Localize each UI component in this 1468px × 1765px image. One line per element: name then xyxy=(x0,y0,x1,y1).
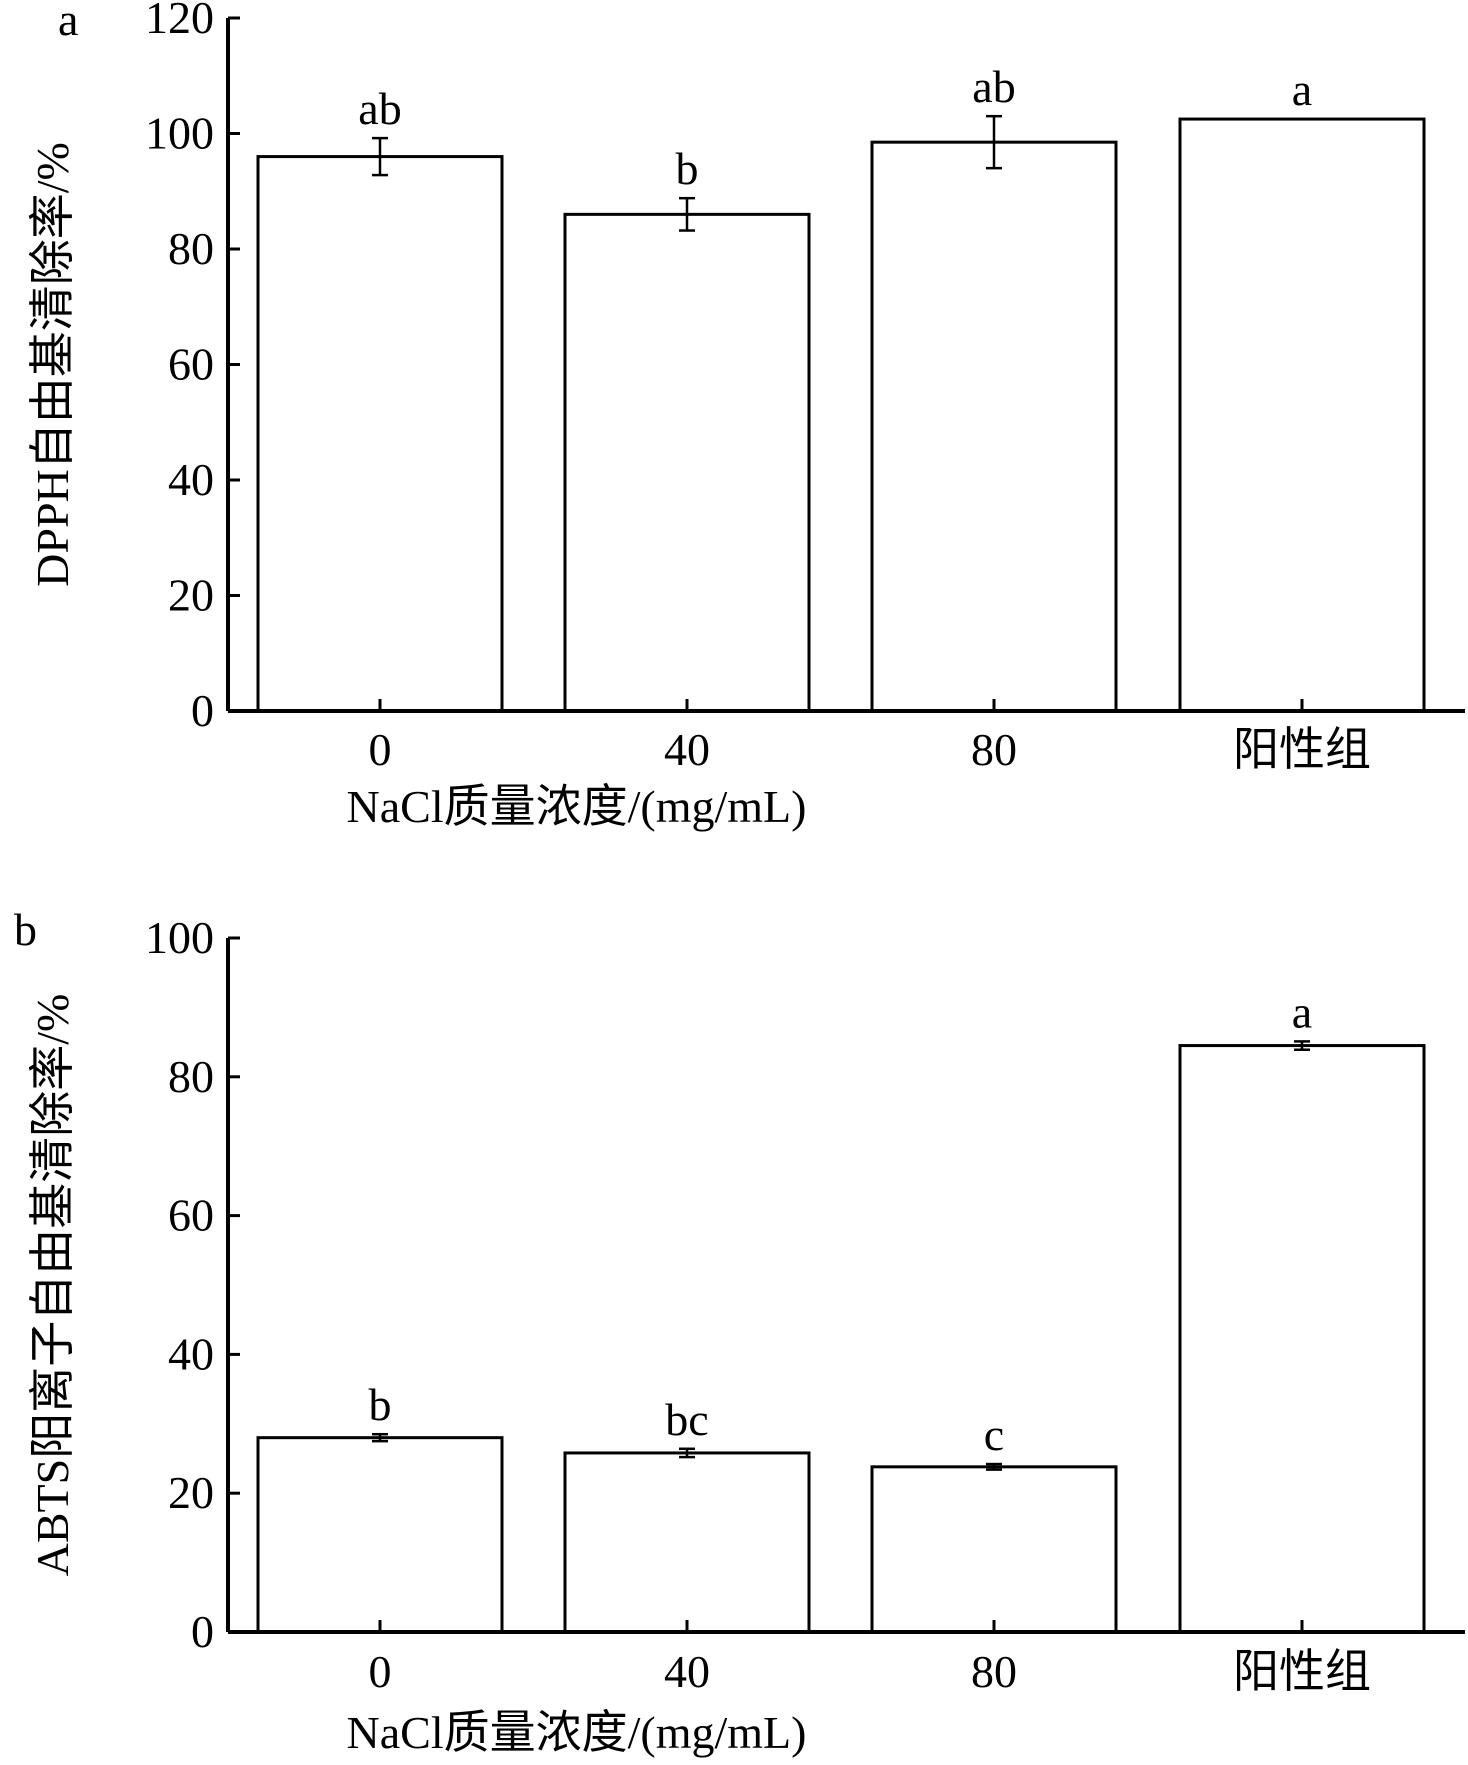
significance-label-3: a xyxy=(1292,986,1312,1037)
significance-label-0: ab xyxy=(358,83,401,134)
y-axis-label: ABTS阳离子自由基清除率/% xyxy=(27,994,78,1577)
chart-panel-a: ab b ab a 0 20 40 60 80 100 120 0 40 80 阳性组 NaCl质量浓度/(m… xyxy=(27,0,1465,832)
panel-label: b xyxy=(14,904,37,955)
y-axis-label: DPPH自由基清除率/% xyxy=(27,142,78,587)
x-tick-label-0: 0 xyxy=(369,1646,392,1697)
y-tick-label-1: 20 xyxy=(168,1467,214,1518)
chart-panel-b: b bc c a 0 20 40 60 80 100 0 40 80 阳性组 NaCl质量浓度/(mg/mL… xyxy=(14,904,1465,1758)
bar-3 xyxy=(1178,117,1426,713)
bar-2 xyxy=(870,140,1118,713)
significance-label-1: bc xyxy=(665,1394,708,1445)
y-tick-label-1: 20 xyxy=(168,570,214,621)
bar-1 xyxy=(563,1451,811,1634)
panel-label: a xyxy=(58,0,78,45)
bar-0 xyxy=(256,1436,504,1634)
significance-label-2: ab xyxy=(972,61,1015,112)
y-tick-label-4: 80 xyxy=(168,223,214,274)
y-tick-label-5: 100 xyxy=(145,912,214,963)
x-tick-label-3: 阳性组 xyxy=(1233,1646,1371,1697)
x-tick-label-0: 0 xyxy=(369,724,392,775)
bar-3 xyxy=(1178,1044,1426,1634)
y-tick-label-5: 100 xyxy=(145,108,214,159)
y-tick-label-6: 120 xyxy=(145,0,214,43)
bar-2 xyxy=(870,1465,1118,1634)
y-tick-label-3: 60 xyxy=(168,1190,214,1241)
y-tick-label-3: 60 xyxy=(168,339,214,390)
x-axis-label: NaCl质量浓度/(mg/mL) xyxy=(347,1707,807,1758)
y-tick-label-2: 40 xyxy=(168,1328,214,1379)
x-tick-label-3: 阳性组 xyxy=(1233,724,1371,775)
x-tick-label-1: 40 xyxy=(664,724,710,775)
significance-label-1: b xyxy=(676,143,699,194)
significance-label-3: a xyxy=(1292,64,1312,115)
significance-label-0: b xyxy=(369,1379,392,1430)
x-tick-label-2: 80 xyxy=(971,724,1017,775)
x-axis-label: NaCl质量浓度/(mg/mL) xyxy=(347,781,807,832)
bar-1 xyxy=(563,212,811,713)
x-tick-label-1: 40 xyxy=(664,1646,710,1697)
bar-0 xyxy=(256,155,504,713)
y-tick-label-0: 0 xyxy=(191,1606,214,1657)
x-tick-label-2: 80 xyxy=(971,1646,1017,1697)
y-tick-label-2: 40 xyxy=(168,454,214,505)
y-tick-label-4: 80 xyxy=(168,1051,214,1102)
y-tick-label-0: 0 xyxy=(191,685,214,736)
significance-label-2: c xyxy=(984,1409,1004,1460)
